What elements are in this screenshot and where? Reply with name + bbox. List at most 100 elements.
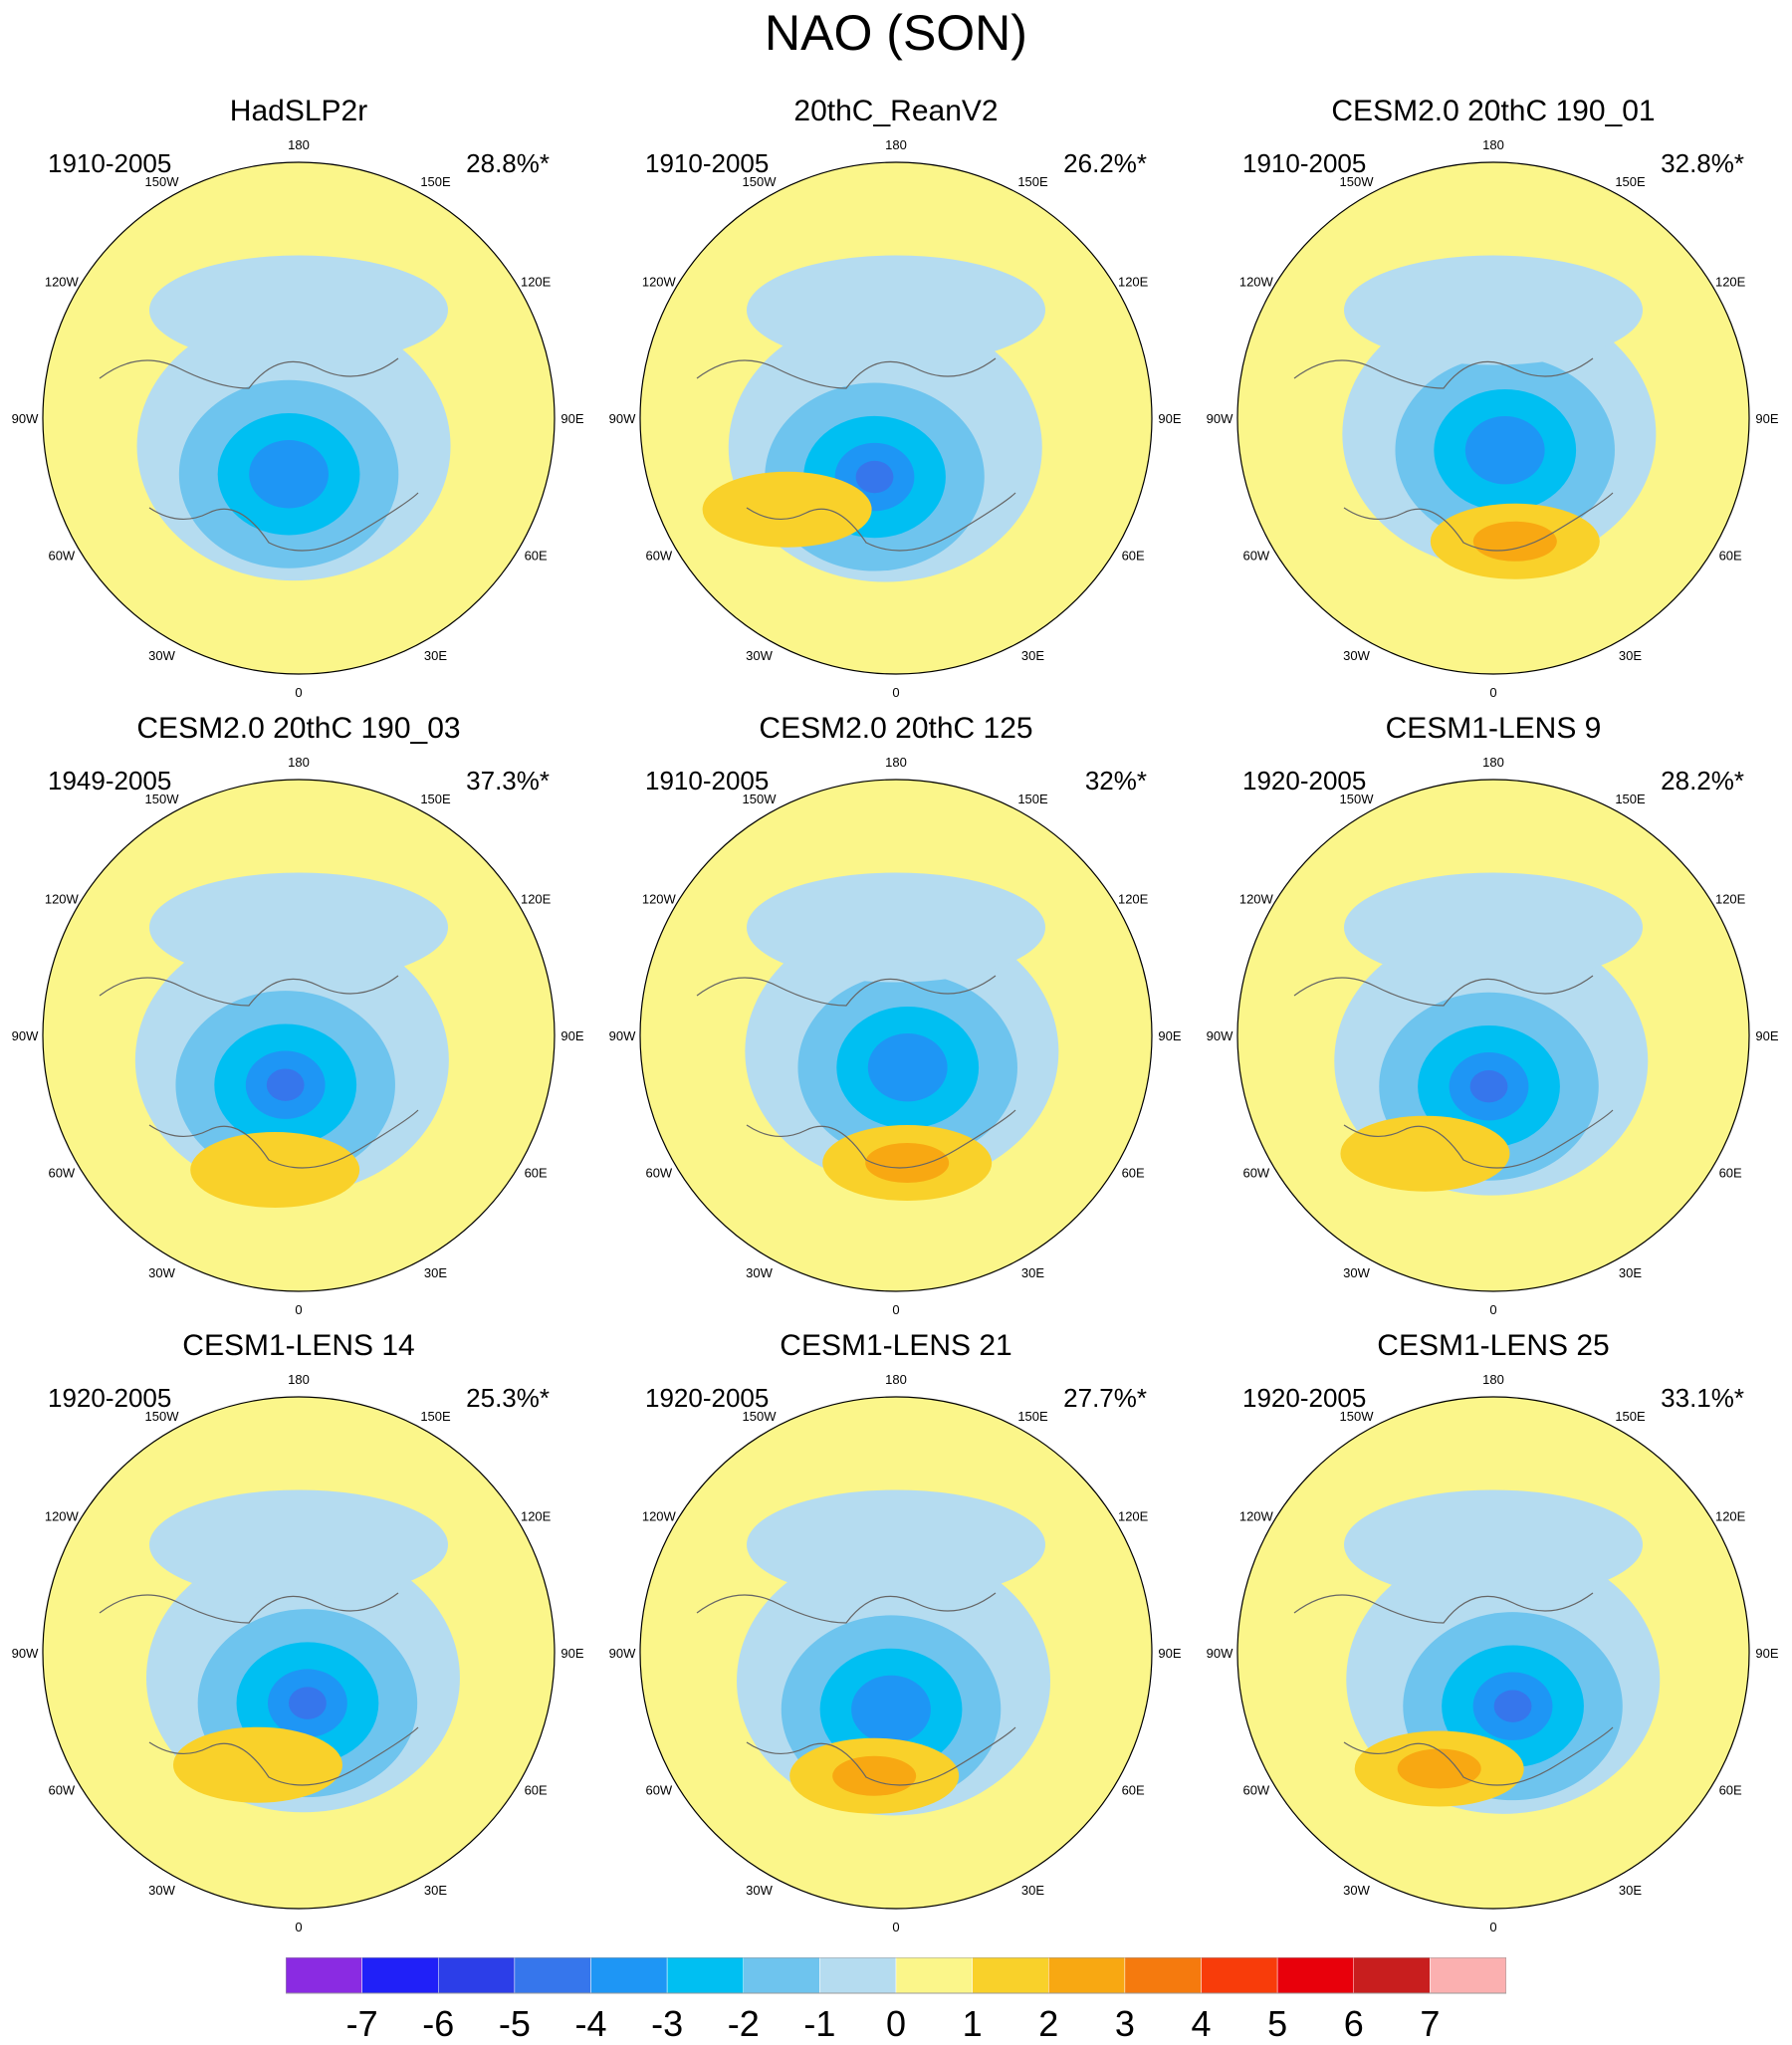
colorbar-tick-label: 7 xyxy=(1420,2003,1441,2044)
longitude-label: 30W xyxy=(148,1265,175,1280)
longitude-label: 150W xyxy=(145,792,180,806)
longitude-label: 90W xyxy=(12,1646,39,1661)
panel-period: 1910-2005 xyxy=(645,766,770,795)
longitude-label: 90W xyxy=(609,1646,636,1661)
map-border xyxy=(639,161,1153,675)
longitude-label: 180 xyxy=(885,755,907,770)
longitude-label: 120E xyxy=(1715,892,1746,907)
colorbar-swatch xyxy=(1430,1957,1506,1994)
positive-anomaly-core xyxy=(1397,1748,1481,1789)
longitude-label: 150W xyxy=(1340,792,1375,806)
colorbar-swatch xyxy=(743,1957,820,1994)
negative-anomaly-contour xyxy=(266,1068,305,1101)
coastline xyxy=(1293,1592,1614,1786)
longitude-label: 120E xyxy=(1118,275,1149,290)
map-border xyxy=(42,161,556,675)
colorbar-tick-label: 6 xyxy=(1343,2003,1364,2044)
longitude-label: 0 xyxy=(1489,1920,1496,1934)
coastline xyxy=(1293,357,1614,552)
longitude-label: 0 xyxy=(892,1302,899,1317)
panel-title: CESM1-LENS 25 xyxy=(1377,1329,1610,1362)
longitude-label: 180 xyxy=(288,1372,310,1387)
map-panel: CESM1-LENS 14 1920-2005 25.3%* 180 150E 120E 9… xyxy=(0,1329,597,1934)
pacific-anomaly xyxy=(747,255,1045,365)
colorbar-swatch xyxy=(895,1957,973,1994)
longitude-label: 60W xyxy=(645,1783,672,1798)
longitude-label: 60W xyxy=(645,1166,672,1181)
panel-variance: 26.2%* xyxy=(1063,148,1147,178)
panel-variance: 28.2%* xyxy=(1661,766,1744,795)
colorbar-tick-label: 0 xyxy=(885,2003,907,2044)
pacific-anomaly xyxy=(747,1489,1045,1600)
longitude-label: 30W xyxy=(148,1883,175,1898)
longitude-label: 30W xyxy=(746,648,773,663)
panel-variance: 37.3%* xyxy=(466,766,550,795)
longitude-label: 90E xyxy=(1158,1646,1181,1661)
map-panel: CESM1-LENS 9 1920-2005 28.2%* 180 150E 120E 90… xyxy=(1195,712,1792,1317)
longitude-label: 30W xyxy=(1343,648,1370,663)
negative-anomaly-contour xyxy=(851,1675,931,1744)
longitude-label: 120W xyxy=(642,892,677,907)
longitude-label: 30E xyxy=(1619,1265,1642,1280)
colorbar-swatch xyxy=(514,1957,591,1994)
longitude-label: 150E xyxy=(1615,1409,1646,1424)
longitude-label: 120E xyxy=(1118,1509,1149,1524)
colorbar-swatch xyxy=(286,1957,362,1994)
longitude-label: 60E xyxy=(1122,549,1145,564)
longitude-label: 90E xyxy=(1755,1028,1778,1043)
colorbar-tick-label: 1 xyxy=(962,2003,983,2044)
longitude-label: 60E xyxy=(525,1166,548,1181)
longitude-label: 30W xyxy=(1343,1883,1370,1898)
colorbar-tick-label: 2 xyxy=(1038,2003,1059,2044)
longitude-label: 90E xyxy=(1755,1646,1778,1661)
longitude-label: 60W xyxy=(1242,1166,1269,1181)
colorbar-tick-label: -2 xyxy=(727,2003,760,2044)
longitude-label: 90W xyxy=(609,411,636,426)
longitude-label: 120W xyxy=(1239,275,1274,290)
longitude-label: 0 xyxy=(1489,685,1496,700)
longitude-label: 180 xyxy=(288,137,310,152)
colorbar-tick-label: -5 xyxy=(498,2003,531,2044)
longitude-label: 30E xyxy=(424,1265,447,1280)
positive-anomaly-core xyxy=(832,1755,917,1796)
longitude-label: 150W xyxy=(1340,1409,1375,1424)
longitude-label: 150W xyxy=(1340,174,1375,189)
longitude-label: 60W xyxy=(1242,1783,1269,1798)
longitude-label: 90W xyxy=(12,411,39,426)
negative-anomaly-contour xyxy=(855,460,894,494)
negative-anomaly-contour xyxy=(289,1687,327,1719)
colorbar-tick-label: 3 xyxy=(1114,2003,1135,2044)
panel-period: 1910-2005 xyxy=(1242,148,1367,178)
map-panel: CESM1-LENS 21 1920-2005 27.7%* 180 150E 120E 9… xyxy=(597,1329,1195,1934)
longitude-label: 0 xyxy=(892,685,899,700)
pacific-anomaly xyxy=(149,255,448,365)
panel-title: CESM2.0 20thC 190_03 xyxy=(136,712,461,745)
longitude-label: 90W xyxy=(1207,1646,1233,1661)
colorbar-swatch xyxy=(666,1957,744,1994)
longitude-label: 30W xyxy=(1343,1265,1370,1280)
longitude-label: 30E xyxy=(1619,648,1642,663)
polar-map: 180 150E 120E 90E 60E 30E 0 30W 60W 90W 120W 150W xyxy=(609,755,1182,1317)
coastline xyxy=(696,357,1016,552)
longitude-label: 180 xyxy=(1482,1372,1504,1387)
pacific-anomaly xyxy=(1344,255,1643,365)
longitude-label: 0 xyxy=(295,1302,302,1317)
map-panel: 20thC_ReanV2 1910-2005 26.2%* 180 150E 120E 90… xyxy=(597,95,1195,700)
longitude-label: 150E xyxy=(1017,1409,1048,1424)
longitude-label: 60W xyxy=(48,1783,75,1798)
longitude-label: 180 xyxy=(1482,755,1504,770)
longitude-label: 30E xyxy=(424,1883,447,1898)
pacific-anomaly xyxy=(1344,872,1643,983)
panel-variance: 33.1%* xyxy=(1661,1383,1744,1413)
colorbar-swatch xyxy=(1124,1957,1202,1994)
longitude-label: 90W xyxy=(609,1028,636,1043)
longitude-label: 30E xyxy=(1021,648,1044,663)
longitude-label: 90E xyxy=(1158,411,1181,426)
panel-title: HadSLP2r xyxy=(229,95,368,127)
panel-period: 1920-2005 xyxy=(645,1383,770,1413)
colorbar-swatch xyxy=(972,1957,1049,1994)
polar-map: 180 150E 120E 90E 60E 30E 0 30W 60W 90W 120W 150W xyxy=(609,137,1182,700)
longitude-label: 150W xyxy=(743,174,778,189)
longitude-label: 150E xyxy=(420,792,451,806)
longitude-label: 60W xyxy=(645,549,672,564)
